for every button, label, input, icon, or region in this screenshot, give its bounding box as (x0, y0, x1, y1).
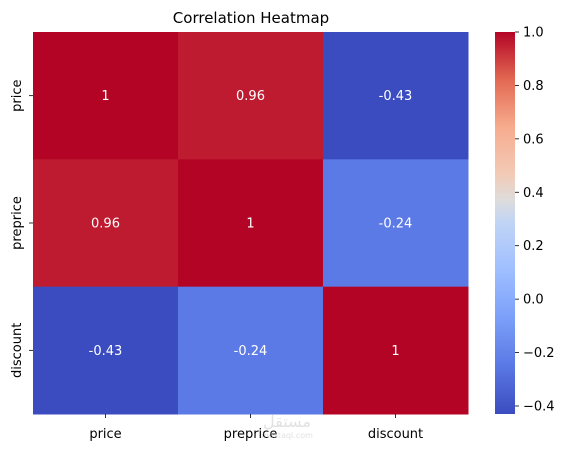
heatmap-cell (33, 159, 179, 288)
watermark-logo: مستقل (263, 412, 311, 431)
heatmap-cell (323, 286, 469, 415)
y-tick-label: preprice (10, 196, 25, 250)
colorbar-tick-label: 0.4 (523, 186, 544, 201)
heatmap-cell (323, 32, 469, 160)
x-tick-label: preprice (224, 427, 278, 442)
x-tick-label: discount (368, 427, 423, 442)
heatmap-cell-labels: 1 0.96 -0.43 0.96 1 -0.24 -0.43 -0.24 1 (89, 89, 413, 359)
x-axis: price preprice discount (89, 414, 423, 442)
colorbar-tick-label: 0.8 (523, 79, 544, 94)
heatmap-cell-label: 1 (391, 344, 399, 359)
heatmap-cell-label: 0.96 (236, 89, 265, 104)
heatmap-cell-label: -0.24 (379, 217, 413, 232)
heatmap-cells (33, 32, 469, 415)
y-tick-label: discount (10, 323, 25, 378)
heatmap-cell-label: -0.24 (234, 344, 268, 359)
heatmap-cell-label: 0.96 (91, 217, 120, 232)
chart-title: Correlation Heatmap (173, 9, 329, 27)
colorbar-tick-label: −0.4 (523, 399, 555, 414)
heatmap-cell-label: 1 (246, 217, 254, 232)
heatmap-cell-label: 1 (101, 89, 109, 104)
colorbar-tick-label: 0.2 (523, 239, 544, 254)
heatmap-cell (323, 159, 469, 288)
heatmap-cell-label: -0.43 (379, 89, 413, 104)
x-tick-label: price (89, 427, 121, 442)
colorbar (495, 32, 515, 414)
colorbar-tick-label: 1.0 (523, 26, 544, 41)
colorbar-tick-label: 0.6 (523, 132, 544, 147)
colorbar-axis: −0.4 −0.2 0.0 0.2 0.4 0.6 0.8 1.0 (515, 26, 555, 414)
heatmap-cell (178, 32, 324, 160)
watermark-url: mostaql.com (261, 431, 313, 440)
heatmap-cell (33, 32, 179, 160)
y-tick-label: price (10, 79, 25, 111)
heatmap-cell-label: -0.43 (89, 344, 123, 359)
y-axis: price preprice discount (10, 79, 33, 378)
heatmap-cell (178, 159, 324, 288)
colorbar-tick-label: 0.0 (523, 293, 544, 308)
colorbar-tick-label: −0.2 (523, 346, 555, 361)
heatmap-cell (33, 286, 179, 415)
heatmap-cell (178, 286, 324, 415)
